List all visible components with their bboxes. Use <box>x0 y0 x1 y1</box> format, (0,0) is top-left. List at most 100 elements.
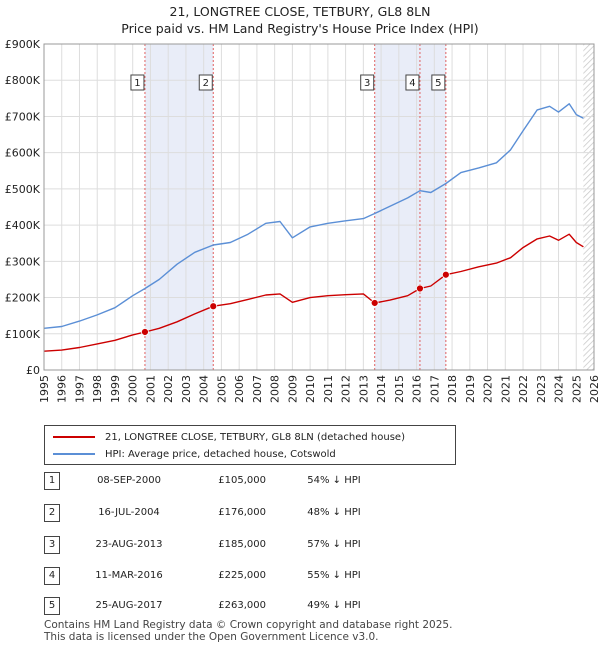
x-tick-label: 2005 <box>215 375 228 403</box>
sale-hpi-diff: 55% ↓ HPI <box>307 570 361 581</box>
sale-number-badge: 2 <box>44 504 60 522</box>
sale-annotation: 1 <box>130 74 145 91</box>
x-tick-label: 2010 <box>304 375 317 403</box>
sale-point <box>441 270 450 279</box>
y-tick-label: £800K <box>5 74 41 87</box>
annotation-box <box>198 74 213 91</box>
footer-copyright: Contains HM Land Registry data © Crown c… <box>44 619 453 631</box>
x-tick-label: 2007 <box>251 375 264 403</box>
sale-annotation: 5 <box>431 74 446 91</box>
y-tick-label: £500K <box>5 183 41 196</box>
sale-row: 5 25-AUG-2017 £263,000 49% ↓ HPI <box>44 597 424 617</box>
sale-hpi-diff: 57% ↓ HPI <box>307 539 361 550</box>
sale-row: 2 16-JUL-2004 £176,000 48% ↓ HPI <box>44 504 424 524</box>
legend-swatch-property <box>53 436 95 438</box>
x-tick-label: 2006 <box>233 375 246 403</box>
sale-price: £263,000 <box>218 600 266 611</box>
x-tick-label: 2012 <box>340 375 353 403</box>
x-tick-label: 1998 <box>91 375 104 403</box>
x-tick-label: 2011 <box>322 375 335 403</box>
x-tick-label: 2020 <box>482 375 495 403</box>
sale-date: 16-JUL-2004 <box>98 507 160 518</box>
annotation-box <box>130 74 145 91</box>
plot-border <box>43 43 595 371</box>
sale-price: £176,000 <box>218 507 266 518</box>
shaded-period <box>419 44 446 370</box>
sale-price: £105,000 <box>218 475 266 486</box>
annotation-label: 2 <box>203 78 209 89</box>
sale-number-badge: 5 <box>44 597 60 615</box>
y-tick-label: £600K <box>5 147 41 160</box>
series-line-hpi <box>43 103 584 329</box>
y-tick-label: £200K <box>5 292 41 305</box>
shaded-period <box>144 44 214 370</box>
annotation-label: 4 <box>409 78 415 89</box>
sale-row: 4 11-MAR-2016 £225,000 55% ↓ HPI <box>44 567 424 587</box>
x-tick-label: 2001 <box>144 375 157 403</box>
x-tick-label: 2014 <box>375 375 388 403</box>
x-tick-label: 2026 <box>588 375 600 403</box>
x-tick-label: 2022 <box>517 375 530 403</box>
sale-annotation: 4 <box>405 74 420 91</box>
annotation-box <box>405 74 420 91</box>
sale-price: £225,000 <box>218 570 266 581</box>
sale-date: 23-AUG-2013 <box>95 539 163 550</box>
sale-point <box>141 328 149 336</box>
x-tick-label: 2002 <box>162 375 175 403</box>
chart-title: 21, LONGTREE CLOSE, TETBURY, GL8 8LN <box>169 4 431 19</box>
annotation-label: 3 <box>364 78 370 89</box>
y-tick-label: £300K <box>5 255 41 268</box>
sale-annotation: 2 <box>198 74 213 91</box>
x-tick-label: 1996 <box>56 375 69 403</box>
x-tick-label: 2000 <box>127 375 140 403</box>
x-tick-label: 2009 <box>286 375 299 403</box>
sale-date: 08-SEP-2000 <box>97 475 161 486</box>
legend-item-hpi: HPI: Average price, detached house, Cots… <box>53 446 336 462</box>
legend-label-hpi: HPI: Average price, detached house, Cots… <box>105 448 336 460</box>
sale-row: 3 23-AUG-2013 £185,000 57% ↓ HPI <box>44 536 424 556</box>
legend-label-property: 21, LONGTREE CLOSE, TETBURY, GL8 8LN (de… <box>105 431 405 443</box>
x-tick-label: 1997 <box>73 375 86 403</box>
annotation-label: 1 <box>134 78 140 89</box>
sale-date: 25-AUG-2017 <box>95 600 163 611</box>
x-tick-label: 2013 <box>357 375 370 403</box>
x-tick-label: 2017 <box>428 375 441 403</box>
sale-number-badge: 3 <box>44 536 60 554</box>
plot-area <box>44 44 594 370</box>
x-tick-label: 2021 <box>499 375 512 403</box>
sale-hpi-diff: 48% ↓ HPI <box>307 507 361 518</box>
annotation-box <box>360 74 375 91</box>
y-tick-label: £100K <box>5 328 41 341</box>
x-tick-label: 2023 <box>535 375 548 403</box>
x-tick-label: 1999 <box>109 375 122 403</box>
sale-hpi-diff: 49% ↓ HPI <box>307 600 361 611</box>
x-tick-label: 2015 <box>393 375 406 403</box>
sale-annotation: 3 <box>360 74 375 91</box>
sale-number-badge: 1 <box>44 472 60 490</box>
x-tick-label: 2008 <box>269 375 282 403</box>
x-tick-label: 2004 <box>198 375 211 403</box>
sale-point <box>370 299 379 307</box>
sale-point <box>416 284 424 293</box>
y-tick-label: £0 <box>26 364 40 377</box>
sale-date: 11-MAR-2016 <box>95 570 163 581</box>
y-tick-label: £400K <box>5 219 41 232</box>
x-tick-label: 2019 <box>464 375 477 403</box>
chart-subtitle: Price paid vs. HM Land Registry's House … <box>121 21 479 36</box>
x-tick-label: 2024 <box>553 375 566 403</box>
shaded-period <box>374 44 420 370</box>
x-tick-label: 2003 <box>180 375 193 403</box>
forecast-hatch <box>583 44 594 370</box>
annotation-label: 5 <box>435 78 441 89</box>
y-tick-label: £700K <box>5 110 41 123</box>
legend-item-property: 21, LONGTREE CLOSE, TETBURY, GL8 8LN (de… <box>53 429 405 445</box>
footer-license: This data is licensed under the Open Gov… <box>44 631 379 643</box>
legend-swatch-hpi <box>53 453 95 455</box>
sale-number-badge: 4 <box>44 567 60 585</box>
price-chart: 1 2 3 4 5 £0 £100K £200K £300K £400K £500K £600K £70… <box>5 38 600 403</box>
sale-hpi-diff: 54% ↓ HPI <box>307 475 361 486</box>
x-tick-label: 2018 <box>446 375 459 403</box>
x-tick-label: 2025 <box>570 375 583 403</box>
sale-row: 1 08-SEP-2000 £105,000 54% ↓ HPI <box>44 472 424 492</box>
y-tick-label: £900K <box>5 38 41 51</box>
